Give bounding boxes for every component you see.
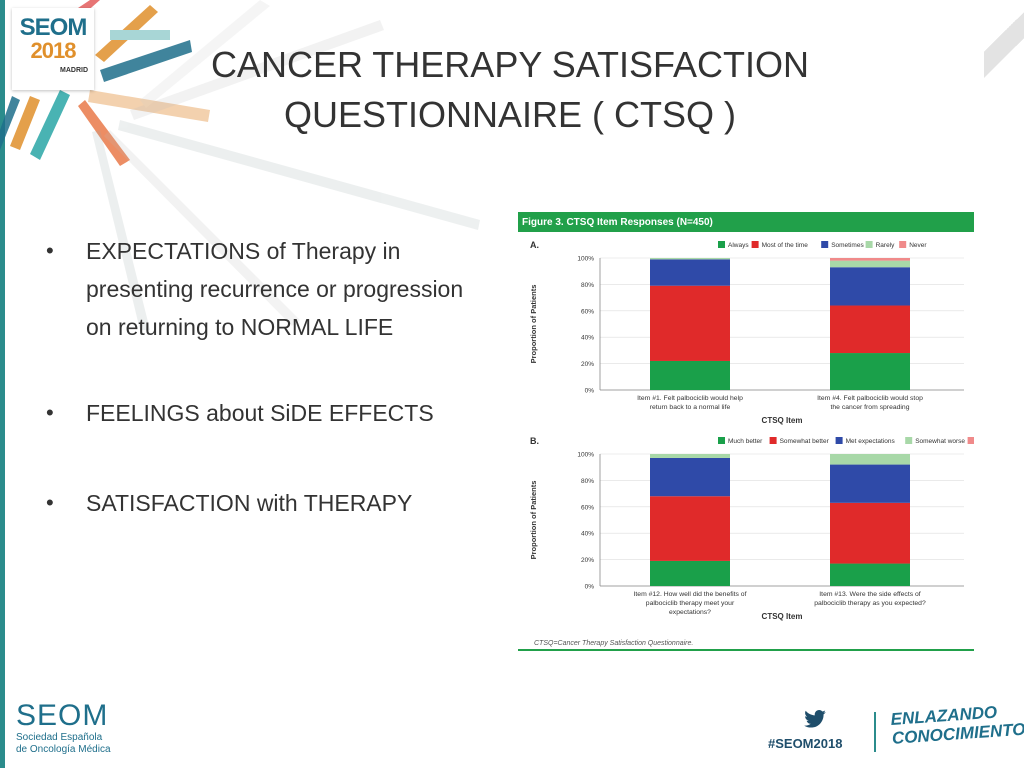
x-tick-label: expectations? <box>669 609 711 616</box>
logo-line3: MADRID <box>60 67 88 74</box>
legend-swatch <box>751 241 759 248</box>
y-tick-label: 0% <box>585 388 595 395</box>
figure-header: Figure 3. CTSQ Item Responses (N=450) <box>518 212 974 232</box>
y-axis-label: Proportion of Patients <box>529 481 538 560</box>
legend-swatch <box>718 437 725 444</box>
x-tick-label: Item #12. How well did the benefits of <box>634 591 747 598</box>
bar-segment <box>830 267 910 306</box>
logo-line1: SEOM <box>19 14 88 41</box>
bar-segment <box>830 258 910 261</box>
bullet-text: SATISFACTION with THERAPY <box>86 490 413 516</box>
legend-entry: Always <box>728 242 749 249</box>
bar-segment <box>650 454 730 458</box>
title-line2: QUESTIONNAIRE ( CTSQ ) <box>283 94 737 135</box>
bullet-text: EXPECTATIONS of Therapy in presenting re… <box>86 238 464 340</box>
bar-segment <box>650 360 730 390</box>
legend-entry: Most of the time <box>762 242 809 249</box>
legend-swatch <box>905 437 913 444</box>
footer-sub1: Sociedad Española <box>16 732 103 743</box>
bullet-item: • EXPECTATIONS of Therapy in presenting r… <box>40 232 480 346</box>
bullet-item: • SATISFACTION with THERAPY <box>40 484 480 522</box>
y-tick-label: 60% <box>581 308 594 315</box>
y-tick-label: 100% <box>577 256 594 263</box>
x-tick-label: palbociclib therapy as you expected? <box>814 600 926 607</box>
bar-segment <box>650 258 730 260</box>
legend-swatch <box>967 437 974 444</box>
legend-swatch <box>865 241 873 248</box>
bullet-dot-icon: • <box>46 238 54 263</box>
bar-segment <box>830 464 910 503</box>
bar-segment <box>650 259 730 286</box>
ctsq-figure: Figure 3. CTSQ Item Responses (N=450) A.… <box>518 212 974 658</box>
twitter-icon[interactable] <box>804 710 826 728</box>
y-tick-label: 40% <box>581 335 594 342</box>
bar-segment <box>830 502 910 564</box>
legend-entry: Somewhat worse <box>915 438 965 445</box>
bar-segment <box>830 260 910 268</box>
y-tick-label: 20% <box>581 557 594 564</box>
bullet-dot-icon: • <box>46 400 54 425</box>
logo-line2: 2018 <box>30 38 77 63</box>
seom-footer-logo: SEOM Sociedad Española de Oncología Médi… <box>16 700 111 756</box>
footer-seom: SEOM <box>16 699 109 732</box>
bar-segment <box>650 496 730 561</box>
bullet-text: FEELINGS about SiDE EFFECTS <box>86 400 434 426</box>
y-tick-label: 100% <box>577 452 594 459</box>
seom-2018-logo: SEOM 2018 MADRID <box>12 8 94 90</box>
bar-segment <box>650 560 730 586</box>
legend-swatch <box>835 437 843 444</box>
footer-sub2: de Oncología Médica <box>16 744 111 755</box>
legend-entry: Somewhat better <box>780 438 830 445</box>
figure-footnote: CTSQ=Cancer Therapy Satisfaction Questio… <box>534 640 694 647</box>
y-tick-label: 60% <box>581 504 594 511</box>
legend-entry: Rarely <box>876 242 896 249</box>
x-axis-label: CTSQ Item <box>762 612 803 621</box>
y-tick-label: 20% <box>581 361 594 368</box>
panel-label: A. <box>530 240 539 250</box>
y-tick-label: 80% <box>581 282 594 289</box>
legend-entry: Never <box>909 242 927 249</box>
legend-entry: Much better <box>728 438 763 445</box>
legend-swatch <box>821 241 829 248</box>
bar-segment <box>650 457 730 497</box>
left-accent-rule <box>0 0 5 768</box>
figure-charts: A. Always Most of the time Sometimes Rarely N… <box>529 240 974 621</box>
bullet-dot-icon: • <box>46 490 54 515</box>
panel-label: B. <box>530 436 539 446</box>
x-tick-label: Item #13. Were the side effects of <box>819 591 920 598</box>
legend-entry: Sometimes <box>831 242 864 249</box>
legend-swatch <box>899 241 907 248</box>
footer-separator <box>874 712 876 752</box>
hashtag-text: #SEOM2018 <box>768 736 843 751</box>
bar-segment <box>830 353 910 390</box>
tagline: ENLAZANDO CONOCIMIENTO <box>890 701 1024 748</box>
x-tick-label: palbociclib therapy meet your <box>646 600 735 607</box>
legend-swatch <box>769 437 777 444</box>
y-axis-label: Proportion of Patients <box>529 285 538 364</box>
slide-title: CANCER THERAPY SATISFACTION QUESTIONNAIR… <box>180 40 840 140</box>
title-line1: CANCER THERAPY SATISFACTION <box>210 44 810 85</box>
x-tick-label: Item #4. Felt palbociclib would stop <box>817 395 923 402</box>
legend-entry: Met expectations <box>846 438 896 445</box>
bar-segment <box>830 563 910 586</box>
legend-swatch <box>718 241 725 248</box>
corner-decoration <box>984 0 1024 90</box>
y-tick-label: 0% <box>585 584 595 591</box>
figure-bottom-rule <box>518 649 974 651</box>
y-tick-label: 40% <box>581 531 594 538</box>
bar-segment <box>650 285 730 361</box>
bar-segment <box>830 305 910 354</box>
x-tick-label: the cancer from spreading <box>831 404 910 411</box>
bullet-list: • EXPECTATIONS of Therapy in presenting r… <box>40 232 480 522</box>
y-tick-label: 80% <box>581 478 594 485</box>
figure-header-text: Figure 3. CTSQ Item Responses (N=450) <box>522 217 713 228</box>
bar-segment <box>830 454 910 465</box>
x-tick-label: Item #1. Felt palbociclib would help <box>637 395 743 402</box>
x-axis-label: CTSQ Item <box>762 416 803 425</box>
bullet-item: • FEELINGS about SiDE EFFECTS <box>40 394 480 432</box>
x-tick-label: return back to a normal life <box>650 404 731 411</box>
